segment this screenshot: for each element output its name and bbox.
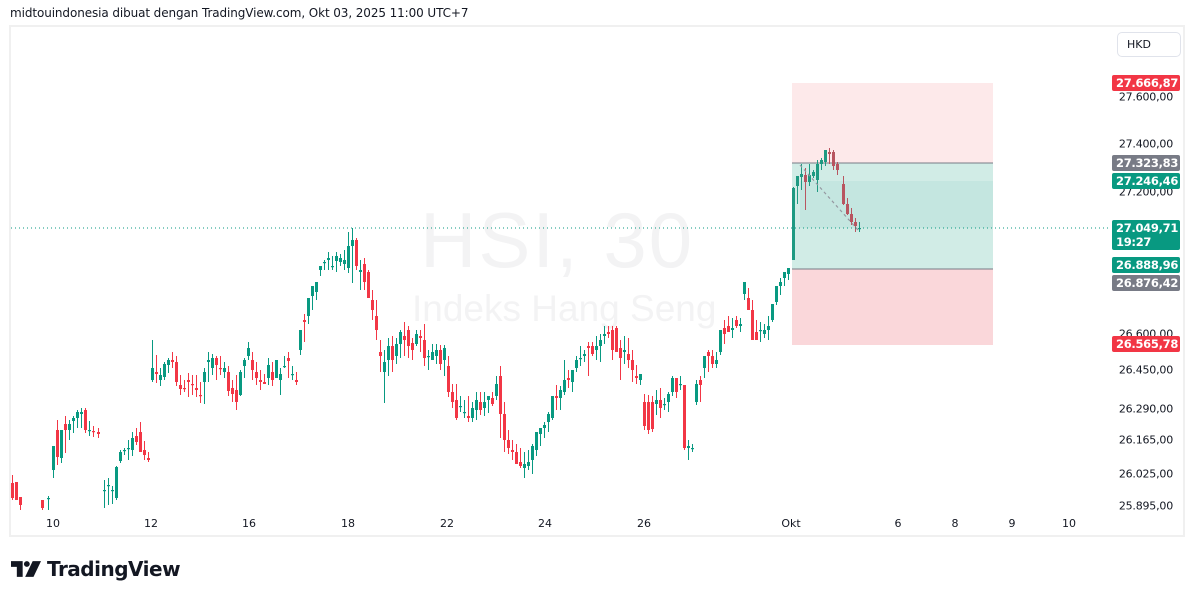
price-tick-label: 26.290,00 xyxy=(1118,402,1173,416)
price-level-badge: 26.565,78 xyxy=(1112,336,1180,352)
tradingview-logo-icon xyxy=(11,561,41,577)
candlestick-series xyxy=(11,148,861,510)
time-tick-label: 22 xyxy=(440,517,454,530)
time-tick-label: 10 xyxy=(1062,517,1076,530)
symbol-name-watermark: Indeks Hang Seng xyxy=(412,288,717,329)
price-tick-label: 25.895,00 xyxy=(1118,499,1173,513)
chart-attribution: midtouindonesia dibuat dengan TradingVie… xyxy=(10,6,469,20)
time-tick-label: 9 xyxy=(1008,517,1016,530)
price-tick-label: 26.165,00 xyxy=(1118,433,1173,447)
time-tick-label: 10 xyxy=(46,517,60,530)
price-level-badge: 26.876,42 xyxy=(1112,275,1180,291)
chart-frame xyxy=(9,25,1185,537)
time-tick-label: 6 xyxy=(894,517,902,530)
price-level-badge: 27.246,46 xyxy=(1112,173,1180,189)
time-tick-label: 12 xyxy=(144,517,158,530)
time-tick-label: Okt xyxy=(781,517,801,530)
price-tick-label: 26.025,00 xyxy=(1118,467,1173,481)
price-tick-label: 27.600,00 xyxy=(1118,90,1173,104)
currency-selector[interactable]: HKD xyxy=(1117,32,1181,57)
symbol-watermark: HSI, 30 xyxy=(420,196,695,284)
price-chart-plot[interactable] xyxy=(11,27,1110,513)
time-tick-label: 16 xyxy=(242,517,256,530)
price-tick-label: 27.400,00 xyxy=(1118,137,1173,151)
price-level-badge: 27.323,83 xyxy=(1112,155,1180,171)
time-axis[interactable]: 10 12 16 18 22 24 26 Okt 6 8 9 10 xyxy=(11,513,1110,535)
price-level-badge: 27.666,87 xyxy=(1112,75,1180,91)
last-price-badge: 27.049,71 19:27 xyxy=(1112,220,1180,250)
time-tick-label: 24 xyxy=(538,517,552,530)
projection-line xyxy=(799,164,859,231)
short-position-tool[interactable] xyxy=(792,83,993,345)
time-tick-label: 26 xyxy=(637,517,651,530)
tradingview-brand-text: TradingView xyxy=(47,557,181,581)
tradingview-logo: TradingView xyxy=(11,557,181,581)
time-tick-label: 18 xyxy=(341,517,355,530)
price-tick-label: 26.450,00 xyxy=(1118,363,1173,377)
price-axis[interactable]: 27.600,00 27.400,00 27.200,00 26.600,00 26.4… xyxy=(1110,27,1183,535)
price-level-badge: 26.888,96 xyxy=(1112,257,1180,273)
time-tick-label: 8 xyxy=(951,517,959,530)
